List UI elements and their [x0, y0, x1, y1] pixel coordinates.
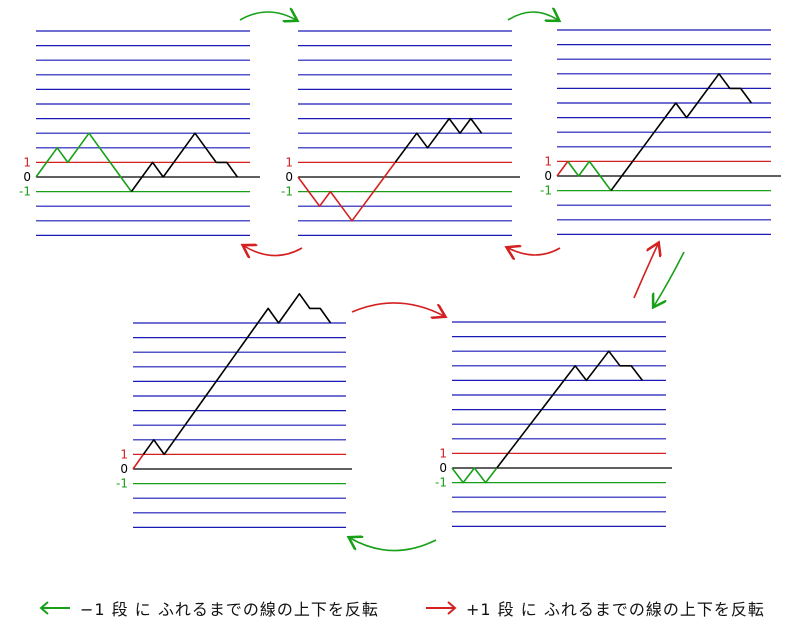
walk-segment-black [130, 132, 239, 193]
panel-p4: 10-1 [116, 293, 352, 529]
arrow-p3-to-p5 [654, 251, 685, 306]
label-plus-one: 1 [285, 155, 293, 169]
walk-segment-black [610, 73, 753, 192]
walk-segment-green [35, 132, 133, 193]
arrow-p5-to-p3 [633, 244, 658, 299]
label-zero: 0 [285, 170, 293, 184]
panel-p3: 10-1 [540, 29, 781, 235]
arrow-p2-to-p1 [244, 246, 303, 256]
arrow-p4-to-p5 [351, 302, 444, 316]
label-plus-one: 1 [120, 447, 128, 461]
label-zero: 0 [120, 462, 128, 476]
panels-layer: 10-110-110-110-110-1 [19, 29, 781, 529]
arrow-p3-to-p2 [508, 248, 561, 255]
label-zero: 0 [23, 170, 31, 184]
walk-segment-green [567, 160, 612, 192]
legend-red: +1 段 に ふれるまでの線の上下を反転 [424, 596, 765, 620]
walk-segment-green [451, 467, 498, 484]
red-right-arrow-icon [426, 601, 457, 615]
walk-segment-red [297, 161, 396, 222]
arrow-p2-to-p3 [507, 12, 558, 20]
label-plus-one: 1 [544, 154, 552, 168]
walk-segment-black [496, 350, 644, 469]
label-plus-one: 1 [439, 446, 447, 460]
label-zero: 0 [439, 461, 447, 475]
arrow-p5-to-p4 [350, 538, 437, 552]
panel-p2: 10-1 [281, 30, 520, 236]
walk-segment-red [556, 160, 569, 177]
label-minus-one: -1 [540, 184, 552, 198]
label-minus-one: -1 [281, 185, 293, 199]
label-plus-one: 1 [23, 155, 31, 169]
green-left-arrow-icon [39, 601, 70, 615]
walk-segment-black [394, 117, 483, 163]
arrow-p1-to-p2 [239, 12, 296, 20]
arrows-layer [239, 12, 685, 552]
label-minus-one: -1 [19, 185, 31, 199]
legend-green-text: −1 段 に ふれるまでの線の上下を反転 [80, 600, 379, 619]
label-minus-one: -1 [116, 477, 128, 491]
walk-segment-black [142, 293, 332, 456]
panel-p1: 10-1 [19, 30, 260, 236]
legend-green: −1 段 に ふれるまでの線の上下を反転 [38, 596, 379, 620]
label-minus-one: -1 [435, 476, 447, 490]
walk-segment-red [132, 453, 145, 470]
label-zero: 0 [544, 169, 552, 183]
legend-red-text: +1 段 に ふれるまでの線の上下を反転 [466, 600, 765, 619]
panel-p5: 10-1 [435, 321, 672, 528]
